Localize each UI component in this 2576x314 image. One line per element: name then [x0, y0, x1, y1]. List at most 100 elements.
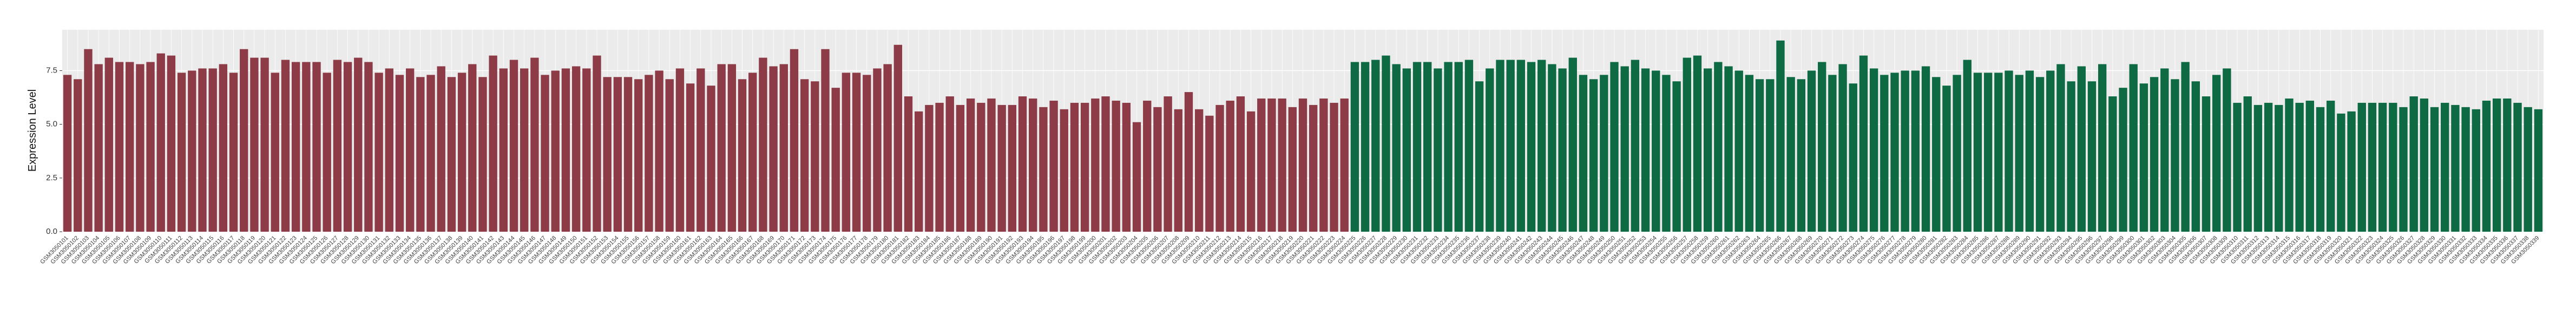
bar	[1267, 98, 1276, 232]
bar	[1631, 60, 1640, 232]
bar	[842, 73, 851, 232]
bar	[229, 73, 238, 232]
bar	[1714, 62, 1723, 232]
bar	[779, 64, 788, 232]
bar	[1402, 68, 1411, 232]
bar	[1734, 70, 1743, 232]
bar	[1745, 75, 1754, 232]
bar	[1672, 81, 1681, 232]
bar	[2264, 102, 2273, 232]
bar	[2139, 83, 2148, 232]
bar	[530, 57, 539, 232]
bar	[1683, 57, 1691, 232]
bar	[1662, 75, 1671, 232]
bar	[821, 49, 830, 232]
bar	[1309, 104, 1318, 232]
bar	[1600, 75, 1608, 232]
bar	[260, 57, 269, 232]
bar	[2534, 109, 2543, 232]
bar	[1755, 79, 1764, 232]
bar	[136, 64, 144, 232]
bar	[240, 49, 248, 232]
bar	[2233, 102, 2242, 232]
bar	[2129, 64, 2138, 232]
bar	[520, 68, 529, 232]
bar	[146, 62, 155, 232]
bar	[198, 68, 207, 232]
bar	[561, 68, 570, 232]
bar	[935, 102, 944, 232]
bar	[665, 79, 674, 232]
bar	[1527, 62, 1536, 232]
bar	[2243, 96, 2252, 232]
bar	[1869, 68, 1878, 232]
bar	[188, 70, 196, 232]
bar	[2472, 109, 2480, 232]
bar	[1693, 55, 1702, 232]
bar	[748, 73, 757, 232]
y-tick-label: 7.5	[46, 66, 57, 75]
bar	[1838, 64, 1847, 232]
bar	[2409, 96, 2418, 232]
bar	[1475, 81, 1484, 232]
bar	[1060, 109, 1068, 232]
bar	[2098, 64, 2107, 232]
bar	[2150, 77, 2159, 232]
bar	[1392, 64, 1401, 232]
bar	[1818, 62, 1826, 232]
bar	[1122, 102, 1131, 232]
bar	[2056, 64, 2065, 232]
bar	[1849, 83, 1857, 232]
bar	[1506, 60, 1515, 232]
bar	[405, 68, 415, 232]
bar	[915, 111, 923, 232]
y-axis-label: Expression Level	[27, 89, 38, 172]
bar	[104, 57, 114, 232]
bar	[509, 60, 518, 232]
bar	[1039, 107, 1048, 232]
bar	[603, 77, 612, 232]
bar	[696, 68, 705, 232]
bar	[1101, 96, 1110, 232]
bar	[167, 55, 176, 232]
bar	[426, 75, 435, 232]
bar	[84, 49, 93, 232]
bar	[1953, 75, 1961, 232]
bar	[1983, 73, 1993, 232]
bar	[904, 96, 913, 232]
bar	[1174, 109, 1182, 232]
bar	[323, 73, 331, 232]
bar	[395, 75, 404, 232]
bar	[1412, 62, 1422, 232]
bar	[852, 73, 861, 232]
bar	[2171, 79, 2179, 232]
bar	[2108, 96, 2117, 232]
bar	[1797, 79, 1806, 232]
bar	[250, 57, 259, 232]
bar	[863, 75, 871, 232]
bar	[1620, 66, 1629, 232]
bar	[2357, 102, 2366, 232]
bar	[686, 83, 695, 232]
bar	[717, 64, 726, 232]
bar	[2451, 104, 2460, 232]
bar	[1641, 68, 1650, 232]
bar	[1942, 86, 1951, 232]
bar	[2035, 77, 2045, 232]
bar	[1932, 77, 1941, 232]
bar	[2368, 102, 2377, 232]
bar	[291, 62, 300, 232]
bar	[966, 98, 975, 232]
bar	[551, 70, 560, 232]
bar	[447, 77, 456, 232]
bar	[1350, 62, 1359, 232]
bar	[831, 88, 840, 232]
bar	[2399, 107, 2408, 232]
bar	[2253, 104, 2263, 232]
bar	[1257, 98, 1266, 232]
bar	[219, 64, 228, 232]
bar	[883, 64, 892, 232]
bar	[499, 68, 508, 232]
bar	[873, 68, 882, 232]
bar	[2492, 98, 2501, 232]
